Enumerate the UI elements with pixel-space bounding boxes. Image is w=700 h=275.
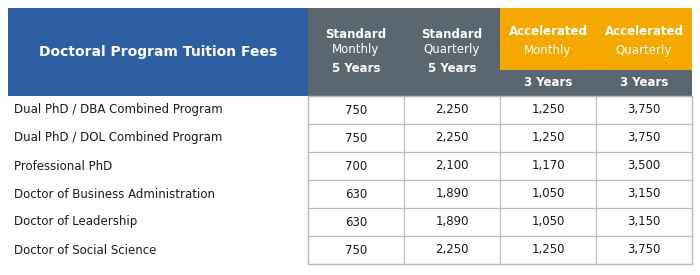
Bar	[500, 70, 596, 96]
Text: 1,250: 1,250	[531, 243, 565, 257]
Bar	[404, 180, 500, 208]
Text: 1,250: 1,250	[531, 103, 565, 117]
Text: 1,890: 1,890	[435, 188, 469, 200]
Bar	[596, 96, 692, 124]
Text: 3,150: 3,150	[627, 188, 661, 200]
Bar	[404, 236, 500, 264]
Text: 700: 700	[345, 160, 367, 172]
Bar	[500, 96, 596, 124]
Text: 3,150: 3,150	[627, 216, 661, 229]
Bar	[308, 96, 692, 264]
Text: Monthly: Monthly	[524, 44, 572, 57]
Text: Doctor of Business Administration: Doctor of Business Administration	[14, 188, 215, 200]
Text: 3 Years: 3 Years	[620, 76, 668, 89]
Bar	[596, 8, 692, 70]
Text: Standard: Standard	[421, 28, 482, 40]
Text: 630: 630	[345, 216, 367, 229]
Bar	[8, 8, 308, 96]
Bar	[308, 124, 404, 152]
Text: Quarterly: Quarterly	[424, 43, 480, 56]
Bar	[308, 8, 404, 96]
Bar	[500, 8, 596, 70]
Text: 630: 630	[345, 188, 367, 200]
Text: Quarterly: Quarterly	[616, 44, 672, 57]
Text: Doctor of Social Science: Doctor of Social Science	[14, 243, 156, 257]
Text: 1,050: 1,050	[531, 188, 565, 200]
Bar	[596, 124, 692, 152]
Text: Monthly: Monthly	[332, 43, 379, 56]
Bar	[308, 236, 404, 264]
Text: 3,750: 3,750	[627, 131, 661, 144]
Bar	[308, 152, 404, 180]
Bar	[596, 180, 692, 208]
Text: 2,250: 2,250	[435, 131, 469, 144]
Bar	[404, 208, 500, 236]
Text: Accelerated: Accelerated	[508, 25, 587, 38]
Bar	[500, 152, 596, 180]
Bar	[404, 152, 500, 180]
Bar	[596, 236, 692, 264]
Text: 5 Years: 5 Years	[428, 62, 476, 75]
Bar	[596, 152, 692, 180]
Bar	[404, 124, 500, 152]
Text: 2,250: 2,250	[435, 103, 469, 117]
Bar	[596, 208, 692, 236]
Text: Dual PhD / DOL Combined Program: Dual PhD / DOL Combined Program	[14, 131, 223, 144]
Text: 2,100: 2,100	[435, 160, 469, 172]
Bar	[308, 180, 404, 208]
Bar	[596, 70, 692, 96]
Bar	[308, 96, 404, 124]
Text: Standard: Standard	[326, 28, 386, 40]
Text: 1,890: 1,890	[435, 216, 469, 229]
Text: Doctor of Leadership: Doctor of Leadership	[14, 216, 137, 229]
Text: 3 Years: 3 Years	[524, 76, 572, 89]
Text: 750: 750	[345, 131, 367, 144]
Bar	[500, 208, 596, 236]
Text: Professional PhD: Professional PhD	[14, 160, 112, 172]
Text: 750: 750	[345, 103, 367, 117]
Bar	[308, 208, 404, 236]
Text: Doctoral Program Tuition Fees: Doctoral Program Tuition Fees	[39, 45, 277, 59]
Text: Dual PhD / DBA Combined Program: Dual PhD / DBA Combined Program	[14, 103, 223, 117]
Bar	[500, 180, 596, 208]
Bar	[500, 124, 596, 152]
Text: 3,500: 3,500	[627, 160, 661, 172]
Text: 3,750: 3,750	[627, 243, 661, 257]
Text: 1,170: 1,170	[531, 160, 565, 172]
Text: 5 Years: 5 Years	[332, 62, 380, 75]
Text: Accelerated: Accelerated	[605, 25, 683, 38]
Bar	[500, 236, 596, 264]
Text: 1,250: 1,250	[531, 131, 565, 144]
Text: 750: 750	[345, 243, 367, 257]
Text: 2,250: 2,250	[435, 243, 469, 257]
Bar	[404, 96, 500, 124]
Text: 1,050: 1,050	[531, 216, 565, 229]
Text: 3,750: 3,750	[627, 103, 661, 117]
Bar	[404, 8, 500, 96]
